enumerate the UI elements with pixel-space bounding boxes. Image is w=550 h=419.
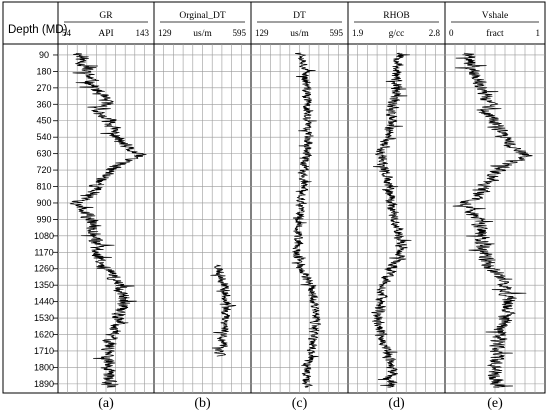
track-b-scale-max: 595 bbox=[233, 28, 247, 38]
track-e-caption: (e) bbox=[487, 396, 503, 411]
track-d-scale-min: 1.9 bbox=[352, 28, 364, 38]
depth-tick-label: 1530 bbox=[34, 313, 54, 323]
track-c-scale-unit: us/m bbox=[290, 29, 309, 39]
depth-tick-label: 540 bbox=[36, 132, 51, 142]
track-d-scale-unit: g/cc bbox=[389, 29, 405, 39]
track-b-curve bbox=[210, 264, 237, 357]
track-e-scale-max: 1 bbox=[536, 28, 541, 38]
track-c-caption: (c) bbox=[291, 396, 308, 411]
track-e-scale-min: 0 bbox=[449, 28, 454, 38]
track-b-caption: (b) bbox=[194, 396, 211, 411]
depth-tick-label: 180 bbox=[36, 66, 51, 76]
depth-tick-label: 900 bbox=[36, 198, 51, 208]
depth-tick-label: 1440 bbox=[34, 297, 54, 307]
depth-tick-label: 1080 bbox=[34, 231, 54, 241]
depth-tick-label: 1350 bbox=[34, 280, 54, 290]
depth-tick-label: 810 bbox=[36, 182, 51, 192]
track-a-curve bbox=[69, 52, 147, 388]
depth-axis-title: Depth (MD) bbox=[8, 24, 68, 36]
track-a-scale-unit: API bbox=[98, 29, 113, 39]
track-c-curve bbox=[291, 52, 322, 388]
track-d-scale-max: 2.8 bbox=[429, 28, 441, 38]
track-c-scale-min: 129 bbox=[255, 28, 269, 38]
depth-tick-label: 1800 bbox=[34, 362, 54, 372]
track-a-caption: (a) bbox=[98, 396, 114, 411]
track-e-curve bbox=[452, 52, 533, 388]
track-b-scale-unit: us/m bbox=[193, 29, 212, 39]
track-c-curve-name: DT bbox=[293, 11, 306, 21]
track-e-scale-unit: fract bbox=[486, 28, 504, 39]
track-c-scale-max: 595 bbox=[330, 28, 344, 38]
track-e-curve-name: Vshale bbox=[482, 11, 508, 21]
track-d-caption: (d) bbox=[388, 396, 405, 411]
track-d-curve bbox=[371, 52, 412, 388]
track-b-scale-min: 129 bbox=[158, 28, 172, 38]
depth-tick-label: 630 bbox=[36, 149, 51, 159]
depth-tick-label: 270 bbox=[36, 83, 51, 93]
depth-tick-label: 1620 bbox=[34, 330, 54, 340]
track-a-scale-min: 54 bbox=[62, 28, 72, 38]
depth-tick-label: 990 bbox=[36, 214, 51, 224]
depth-tick-label: 450 bbox=[36, 116, 51, 126]
track-b-curve-name: Orginal_DT bbox=[179, 11, 225, 21]
depth-tick-label: 1710 bbox=[34, 346, 54, 356]
depth-tick-label: 1170 bbox=[34, 247, 53, 257]
track-a-scale-max: 143 bbox=[136, 28, 150, 38]
depth-tick-label: 1260 bbox=[34, 264, 54, 274]
depth-tick-label: 720 bbox=[36, 165, 51, 175]
track-d-curve-name: RHOB bbox=[383, 11, 409, 21]
track-a-curve-name: GR bbox=[99, 11, 113, 21]
depth-tick-label: 90 bbox=[39, 50, 49, 60]
depth-tick-label: 360 bbox=[36, 99, 51, 109]
depth-tick-label: 1890 bbox=[34, 379, 54, 389]
